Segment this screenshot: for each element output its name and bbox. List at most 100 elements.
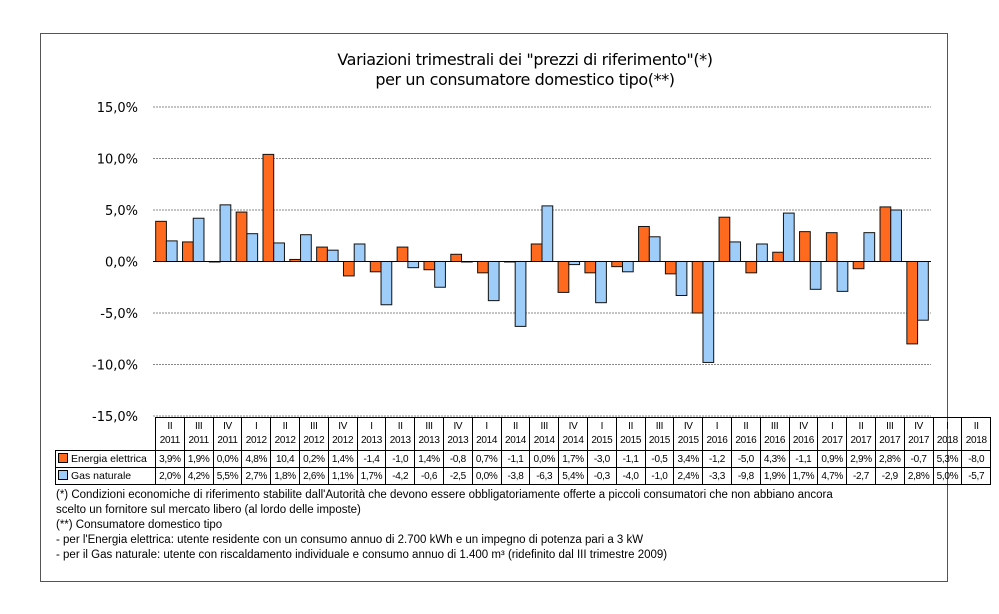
value-cell: 4,2% [183,467,214,485]
bar-energia [852,261,865,270]
quarter-label: I [255,421,258,432]
quarter-label: III [886,421,894,432]
quarter-label: III [194,421,203,432]
chart-frame [40,33,948,582]
value-cell: 1,4% [327,450,358,468]
value-cell: -1,1 [788,450,819,468]
bar-energia [584,261,597,274]
value-cell: 2,4% [673,467,704,485]
bar-gas [380,261,393,306]
bar-energia [772,251,784,262]
value-cell: -3,0 [586,450,617,468]
year-label: 2016 [735,435,757,446]
quarter-header: II 2017 [846,417,876,451]
bar-energia [799,231,811,263]
bar-energia [745,261,758,274]
footnote-line: - per l'Energia elettrica: utente reside… [56,534,644,546]
year-label: 2016 [764,435,786,446]
bar-gas [729,241,742,262]
quarter-header: IV 2013 [442,417,473,451]
year-label: 2017 [879,435,901,446]
value-cell: 0,7% [471,450,502,468]
year-label: 2012 [245,435,267,446]
quarter-header: I 2014 [471,417,502,451]
bar-energia [638,225,650,262]
bar-energia [262,153,275,263]
quarter-label: IV [683,421,693,432]
y-tick-label: 15,0% [97,101,138,116]
year-label: 2013 [389,435,411,446]
value-cell: 4,8% [241,450,272,468]
quarter-header: IV 2014 [558,417,588,451]
value-cell: 2,9% [846,450,876,468]
quarter-label: IV [338,421,348,432]
value-cell: -6,3 [529,467,560,485]
quarter-header: II 2014 [500,417,531,451]
year-label: 2017 [850,435,872,446]
quarter-header: III 2017 [874,417,905,451]
quarter-header: I 2018 [932,417,963,451]
year-label: 2015 [620,435,642,446]
bar-energia [611,261,623,268]
quarter-header: II 2018 [961,417,992,451]
quarter-header: IV 2012 [327,417,358,451]
value-cell: -2,9 [874,467,905,485]
table-header-row: II 2011 III 2011 IV 2011 I 2012 II 2012 III 2012 IV 2… [56,417,992,451]
quarter-header: IV 2017 [903,417,934,451]
quarter-label: I [946,421,949,432]
value-cell: -1,1 [500,450,531,468]
value-cell: -4,0 [615,467,646,485]
series-label: Gas naturale [55,467,156,485]
y-tick-label: -10,0% [92,359,138,374]
bar-energia [155,220,167,262]
value-cell: -1,0 [385,450,416,468]
footnote-line: scelto un fornitore sul mercato libero (… [56,504,361,516]
bar-energia [557,261,570,293]
bar-gas [890,209,902,262]
bar-energia [396,246,409,263]
year-label: 2014 [533,435,555,446]
quarter-label: I [485,421,488,432]
value-cell: 5,5% [212,467,243,485]
quarter-label: II [858,421,864,432]
quarter-header: II 2011 [155,417,185,451]
bar-gas [407,261,420,269]
value-cell: -0,7 [903,450,934,468]
bar-gas [326,249,339,262]
table-row-gas: Gas naturale 2,0% 4,2% 5,5% 2,7% 1,8% 2,6% 1,1%… [55,467,992,485]
bar-energia [235,211,248,262]
bar-energia [182,241,194,262]
y-tick-label: 10,0% [97,153,138,168]
footnote-line: - per il Gas naturale: utente con riscal… [56,549,668,561]
value-cell: 2,7% [241,467,272,485]
year-label: 2013 [360,435,382,446]
quarter-label: II [282,421,288,432]
year-label: 2017 [821,435,843,446]
value-cell: 2,8% [903,467,934,485]
bar-gas [165,240,178,262]
bar-gas [353,243,366,263]
value-cell: 2,8% [874,450,905,468]
bar-gas [756,243,768,263]
table-corner [56,418,156,451]
quarter-header: III 2015 [644,417,675,451]
bar-gas [434,261,446,288]
year-label: 2015 [591,435,613,446]
value-cell: 3,9% [155,450,185,468]
quarter-header: II 2016 [730,417,761,451]
quarter-label: IV [223,421,232,432]
year-label: 2011 [188,435,210,446]
quarter-label: III [425,421,433,432]
legend-swatch-icon [58,453,68,463]
value-cell: -1,1 [615,450,646,468]
chart-title-line-2: per un consumatore domestico tipo(**) [375,70,675,89]
quarter-label: II [973,421,979,432]
quarter-label: II [167,421,173,432]
quarter-label: I [600,421,604,432]
bar-gas [541,205,554,263]
value-cell: 0,0% [212,450,243,468]
year-label: 2012 [274,435,296,446]
value-cell: 0,2% [298,450,329,468]
year-label: 2011 [159,435,181,446]
y-tick-label: 5,0% [105,204,138,219]
